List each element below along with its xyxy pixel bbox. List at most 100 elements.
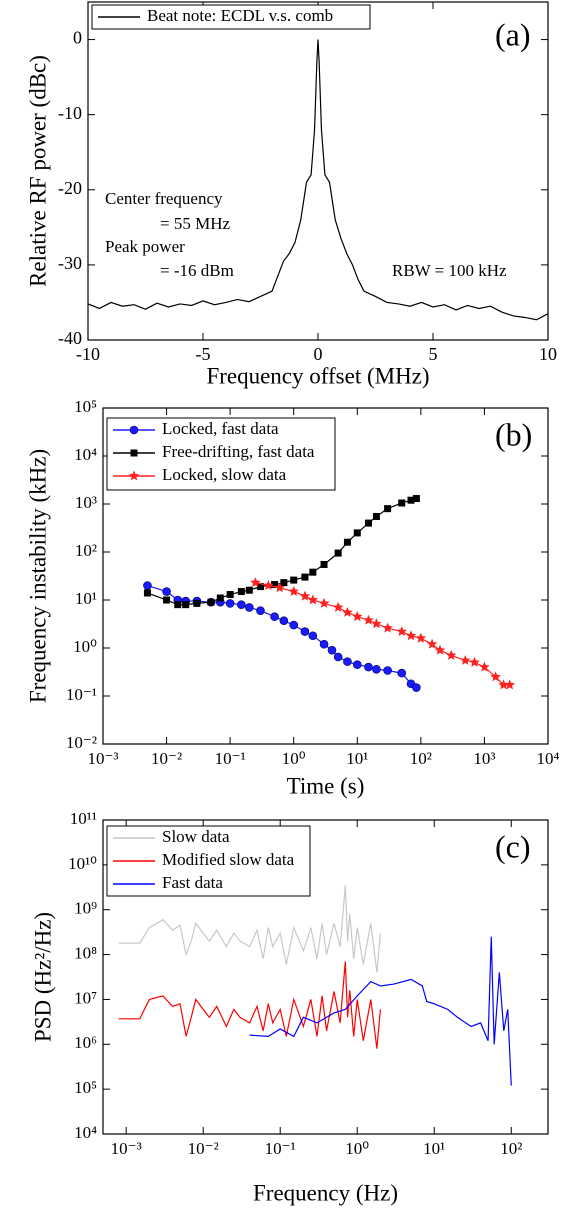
marker [288, 586, 299, 596]
marker [407, 496, 415, 504]
legend-label: Free-drifting, fast data [162, 442, 315, 461]
marker [364, 519, 372, 527]
marker [371, 618, 382, 629]
marker [162, 587, 171, 596]
data-line [118, 885, 382, 973]
marker [396, 626, 407, 636]
marker [446, 649, 457, 660]
x-tick-label: 10³ [473, 749, 495, 768]
marker [279, 616, 289, 626]
marker [182, 601, 190, 609]
marker [309, 568, 317, 576]
x-tick-label: 10⁰ [345, 1139, 369, 1158]
marker [256, 583, 264, 591]
x-tick-label: 10⁰ [282, 749, 306, 768]
marker [412, 495, 420, 503]
marker [318, 597, 330, 608]
marker [352, 660, 362, 669]
marker [193, 599, 201, 607]
marker [320, 560, 328, 568]
y-tick-label: 10¹ [75, 589, 97, 608]
marker [216, 594, 224, 602]
marker [274, 582, 285, 593]
marker [163, 596, 171, 604]
marker [342, 607, 353, 617]
y-tick-label: -40 [58, 328, 82, 348]
marker [352, 611, 363, 622]
plot-frame [102, 819, 549, 1135]
y-axis-label: Frequency instability (kHz) [25, 449, 50, 703]
x-axis-label: Frequency offset (MHz) [206, 363, 429, 388]
x-tick-label: 10⁻² [188, 1139, 219, 1158]
y-tick-label: 10⁸ [74, 943, 97, 962]
legend-label: Slow data [162, 827, 230, 846]
x-tick-label: 10⁻³ [87, 749, 118, 768]
marker [237, 588, 245, 596]
marker [207, 598, 215, 606]
marker [280, 579, 288, 587]
x-tick-label: 10⁻¹ [215, 749, 246, 768]
marker [343, 538, 351, 546]
marker [382, 622, 393, 633]
x-tick-label: 10² [500, 1139, 522, 1158]
x-tick-label: 10⁻² [151, 749, 182, 768]
marker [128, 470, 140, 481]
panel-label: (b) [495, 416, 532, 452]
marker [307, 594, 319, 605]
legend-label: Beat note: ECDL v.s. comb [147, 6, 333, 25]
x-tick-label: 10⁻¹ [265, 1139, 296, 1158]
legend-label: Locked, fast data [162, 419, 279, 438]
marker [333, 652, 343, 662]
marker [343, 657, 352, 666]
marker [299, 590, 311, 601]
marker [504, 679, 515, 690]
legend-label: Fast data [162, 873, 223, 892]
marker [498, 679, 509, 690]
marker [289, 620, 299, 630]
marker [490, 671, 501, 682]
marker [460, 655, 471, 665]
marker [174, 601, 182, 609]
y-tick-label: 10⁷ [74, 988, 97, 1007]
x-tick-label: -5 [196, 344, 211, 364]
panel-label: (c) [495, 828, 531, 864]
marker [327, 645, 337, 655]
marker [271, 581, 279, 589]
x-tick-label: 10¹ [346, 749, 368, 768]
annotation: Peak power [105, 237, 185, 256]
plot-frame [87, 1, 549, 341]
marker [256, 606, 265, 615]
panel-label: (a) [495, 16, 531, 52]
marker [479, 661, 490, 672]
x-tick-label: 10¹ [423, 1139, 445, 1158]
y-tick-label: 0 [73, 28, 82, 48]
marker [405, 630, 417, 641]
marker [270, 612, 279, 621]
marker [250, 577, 261, 588]
x-axis-label: Frequency (Hz) [253, 1180, 398, 1205]
marker [143, 589, 151, 597]
marker [300, 627, 310, 636]
y-tick-label: 10³ [75, 493, 97, 512]
marker [245, 586, 253, 594]
x-axis-label: Time (s) [287, 773, 365, 798]
x-tick-label: 10² [410, 749, 432, 768]
marker [263, 580, 274, 590]
marker [301, 573, 309, 581]
y-tick-label: 10⁹ [74, 899, 97, 918]
marker [332, 601, 344, 612]
y-tick-label: 10⁰ [73, 637, 97, 656]
data-line [88, 39, 548, 321]
marker [372, 512, 380, 520]
data-line [118, 961, 382, 1049]
annotation: Center frequency [105, 189, 223, 208]
y-tick-label: 10¹⁰ [68, 854, 97, 873]
marker [129, 425, 139, 435]
marker [130, 449, 138, 457]
legend-label: Modified slow data [162, 850, 295, 869]
y-axis-label: PSD (Hz²/Hz) [30, 912, 55, 1042]
plot-frame [102, 407, 549, 745]
x-tick-label: 10⁴ [537, 749, 560, 768]
y-tick-label: 10⁵ [74, 397, 97, 416]
marker [412, 683, 421, 692]
